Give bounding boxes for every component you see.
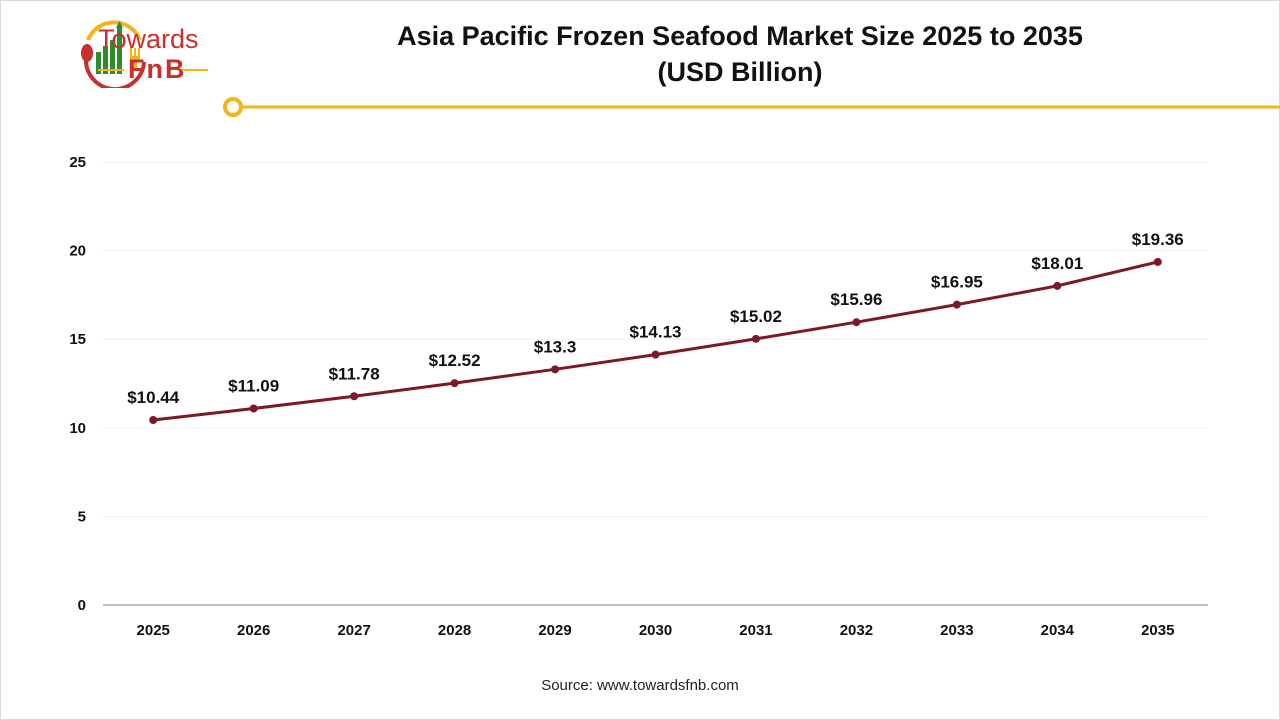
data-label: $14.13 [630,323,682,342]
data-point [551,365,560,374]
logo-divider [182,69,208,71]
data-point [952,300,961,309]
logo-icon [81,20,146,88]
y-tick-label: 0 [78,597,86,614]
y-tick-label: 10 [69,420,86,437]
data-point [852,318,861,327]
y-tick-label: 20 [69,243,86,260]
x-tick-label: 2027 [337,622,370,639]
x-tick-label: 2034 [1041,622,1075,639]
data-label: $19.36 [1132,230,1184,249]
data-point [651,350,660,359]
source-text: Source: www.towardsfnb.com [541,677,739,694]
logo-divider [98,69,124,71]
data-point [350,392,359,401]
data-label: $16.95 [931,273,983,292]
data-point [149,416,158,425]
data-label: $10.44 [127,388,180,407]
chart-title: Asia Pacific Frozen Seafood Market Size … [330,18,1150,90]
x-tick-label: 2026 [237,622,270,639]
data-label: $15.02 [730,307,782,326]
data-label: $12.52 [429,351,481,370]
data-label: $15.96 [830,290,882,309]
x-tick-label: 2031 [739,622,772,639]
logo-text-fnb: FnB [128,54,187,84]
y-tick-label: 25 [69,154,86,171]
y-tick-label: 5 [78,508,86,525]
x-tick-label: 2029 [538,622,571,639]
data-point [1053,281,1062,290]
y-tick-label: 15 [69,331,86,348]
x-tick-label: 2028 [438,622,471,639]
data-point [249,404,258,413]
data-point [450,379,459,388]
x-tick-label: 2033 [940,622,973,639]
x-tick-label: 2035 [1141,622,1174,639]
subtitle-line: (USD Billion) [657,57,823,87]
data-label: $11.09 [228,376,279,395]
x-tick-label: 2032 [840,622,873,639]
title-line: Asia Pacific Frozen Seafood Market Size … [397,21,1083,51]
accent-circle [223,97,243,117]
data-point [1153,257,1162,266]
data-label: $18.01 [1031,254,1083,273]
x-tick-label: 2025 [137,622,170,639]
data-label: $11.78 [329,364,380,383]
x-tick-label: 2030 [639,622,672,639]
data-label: $13.3 [534,337,577,356]
logo-text: Towards [98,24,199,54]
data-point [751,334,760,343]
